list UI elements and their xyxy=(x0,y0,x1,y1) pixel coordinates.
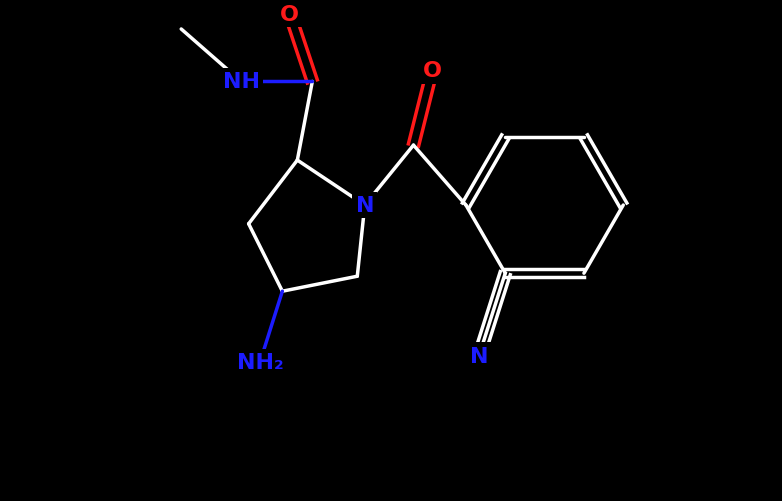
Text: NH: NH xyxy=(223,72,260,92)
Text: N: N xyxy=(356,196,374,215)
Text: N: N xyxy=(470,346,488,366)
Text: O: O xyxy=(281,5,300,25)
Text: O: O xyxy=(423,61,442,81)
Text: NH₂: NH₂ xyxy=(236,353,283,373)
